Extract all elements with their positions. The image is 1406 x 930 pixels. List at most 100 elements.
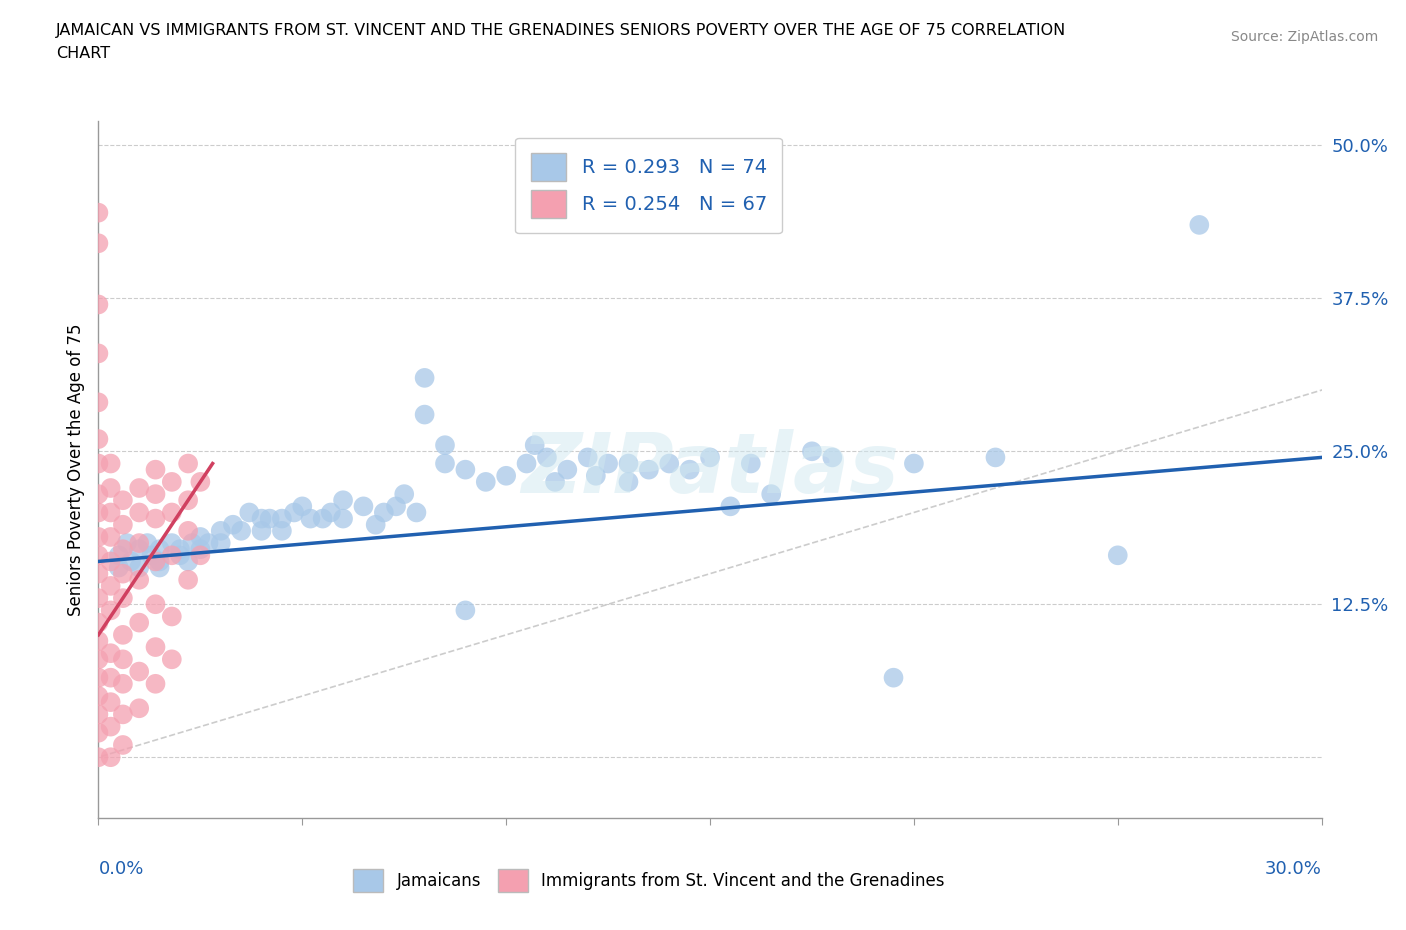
Point xyxy=(100,671,122,685)
Point xyxy=(413,407,436,422)
Point xyxy=(160,548,183,563)
Point xyxy=(1107,548,1129,563)
Point xyxy=(177,572,200,587)
Point xyxy=(100,578,122,593)
Point xyxy=(883,671,905,685)
Point xyxy=(100,505,122,520)
Text: JAMAICAN VS IMMIGRANTS FROM ST. VINCENT AND THE GRENADINES SENIORS POVERTY OVER : JAMAICAN VS IMMIGRANTS FROM ST. VINCENT … xyxy=(56,23,1067,38)
Point xyxy=(100,695,122,710)
Point xyxy=(270,524,294,538)
Point xyxy=(87,615,110,630)
Point xyxy=(699,450,721,465)
Point xyxy=(319,505,342,520)
Point xyxy=(145,640,167,655)
Point xyxy=(413,370,436,385)
Point xyxy=(188,548,212,563)
Point xyxy=(128,505,150,520)
Point xyxy=(87,688,110,703)
Point xyxy=(250,512,273,526)
Point xyxy=(128,664,150,679)
Point xyxy=(87,750,110,764)
Point xyxy=(115,536,138,551)
Point xyxy=(299,512,322,526)
Point xyxy=(145,462,167,477)
Text: 0.0%: 0.0% xyxy=(98,860,143,878)
Point xyxy=(385,498,408,513)
Point xyxy=(87,707,110,722)
Point xyxy=(474,474,498,489)
Point xyxy=(87,456,110,471)
Point xyxy=(87,297,110,312)
Point xyxy=(108,548,131,563)
Point xyxy=(87,652,110,667)
Point xyxy=(392,486,416,501)
Point xyxy=(169,548,191,563)
Point xyxy=(100,603,122,618)
Point xyxy=(209,536,232,551)
Point xyxy=(120,554,142,569)
Point xyxy=(332,493,354,508)
Point xyxy=(111,566,134,581)
Point xyxy=(111,493,134,508)
Point xyxy=(598,456,620,471)
Point xyxy=(100,481,122,496)
Point xyxy=(312,512,335,526)
Point xyxy=(111,676,134,691)
Point xyxy=(523,438,546,453)
Point xyxy=(821,450,844,465)
Point xyxy=(87,486,110,501)
Point xyxy=(145,512,167,526)
Point xyxy=(160,652,183,667)
Point xyxy=(332,512,354,526)
Point xyxy=(188,474,212,489)
Point xyxy=(761,486,783,501)
Point xyxy=(984,450,1007,465)
Point xyxy=(617,456,640,471)
Point xyxy=(160,505,183,520)
Point xyxy=(100,554,122,569)
Point xyxy=(111,652,134,667)
Point xyxy=(149,560,172,575)
Point xyxy=(291,498,314,513)
Point xyxy=(544,474,567,489)
Point xyxy=(111,628,134,643)
Point xyxy=(434,456,457,471)
Legend: Jamaicans, Immigrants from St. Vincent and the Grenadines: Jamaicans, Immigrants from St. Vincent a… xyxy=(344,860,953,901)
Point xyxy=(617,474,640,489)
Text: Source: ZipAtlas.com: Source: ZipAtlas.com xyxy=(1230,30,1378,44)
Point xyxy=(111,737,134,752)
Point xyxy=(87,725,110,740)
Point xyxy=(222,517,245,532)
Point xyxy=(111,591,134,605)
Point xyxy=(270,512,294,526)
Y-axis label: Seniors Poverty Over the Age of 75: Seniors Poverty Over the Age of 75 xyxy=(66,324,84,616)
Point xyxy=(658,456,681,471)
Point xyxy=(87,566,110,581)
Point xyxy=(903,456,925,471)
Point xyxy=(100,529,122,544)
Text: ZIPatlas: ZIPatlas xyxy=(522,429,898,511)
Point xyxy=(177,554,200,569)
Point xyxy=(87,633,110,648)
Point xyxy=(100,750,122,764)
Point xyxy=(250,524,273,538)
Point xyxy=(555,462,579,477)
Point xyxy=(128,572,150,587)
Point xyxy=(801,444,824,458)
Point xyxy=(128,542,150,557)
Point xyxy=(87,671,110,685)
Point xyxy=(87,548,110,563)
Point xyxy=(364,517,387,532)
Point xyxy=(740,456,762,471)
Point xyxy=(197,536,219,551)
Point xyxy=(516,456,538,471)
Point xyxy=(87,395,110,410)
Point xyxy=(177,524,200,538)
Point xyxy=(160,536,183,551)
Point xyxy=(259,512,281,526)
Point xyxy=(111,542,134,557)
Point xyxy=(718,498,742,513)
Point xyxy=(87,236,110,251)
Point xyxy=(100,645,122,660)
Point xyxy=(495,469,517,484)
